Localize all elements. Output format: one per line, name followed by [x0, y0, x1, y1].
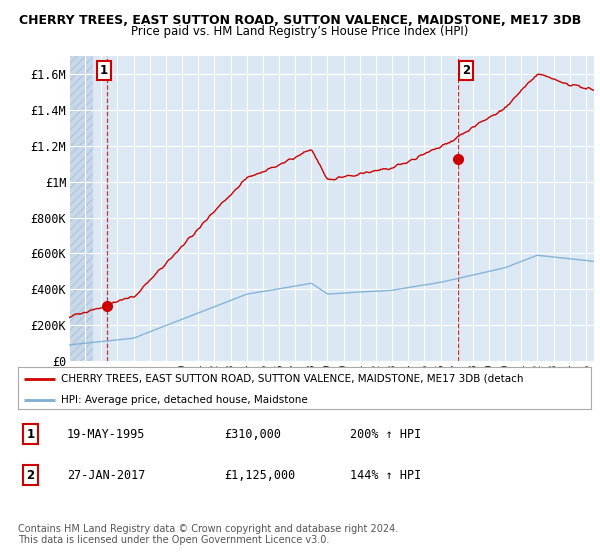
Text: 27-JAN-2017: 27-JAN-2017 [67, 469, 145, 482]
Text: CHERRY TREES, EAST SUTTON ROAD, SUTTON VALENCE, MAIDSTONE, ME17 3DB: CHERRY TREES, EAST SUTTON ROAD, SUTTON V… [19, 14, 581, 27]
Text: 19-MAY-1995: 19-MAY-1995 [67, 427, 145, 441]
Text: 2: 2 [462, 64, 470, 77]
Text: 1: 1 [100, 64, 108, 77]
Text: 200% ↑ HPI: 200% ↑ HPI [350, 427, 422, 441]
Text: CHERRY TREES, EAST SUTTON ROAD, SUTTON VALENCE, MAIDSTONE, ME17 3DB (detach: CHERRY TREES, EAST SUTTON ROAD, SUTTON V… [61, 374, 523, 384]
Text: Contains HM Land Registry data © Crown copyright and database right 2024.
This d: Contains HM Land Registry data © Crown c… [18, 524, 398, 545]
Text: £1,125,000: £1,125,000 [224, 469, 296, 482]
Text: HPI: Average price, detached house, Maidstone: HPI: Average price, detached house, Maid… [61, 395, 308, 404]
Text: £310,000: £310,000 [224, 427, 281, 441]
Text: 144% ↑ HPI: 144% ↑ HPI [350, 469, 422, 482]
Text: Price paid vs. HM Land Registry’s House Price Index (HPI): Price paid vs. HM Land Registry’s House … [131, 25, 469, 38]
Text: 2: 2 [26, 469, 35, 482]
Text: 1: 1 [26, 427, 35, 441]
